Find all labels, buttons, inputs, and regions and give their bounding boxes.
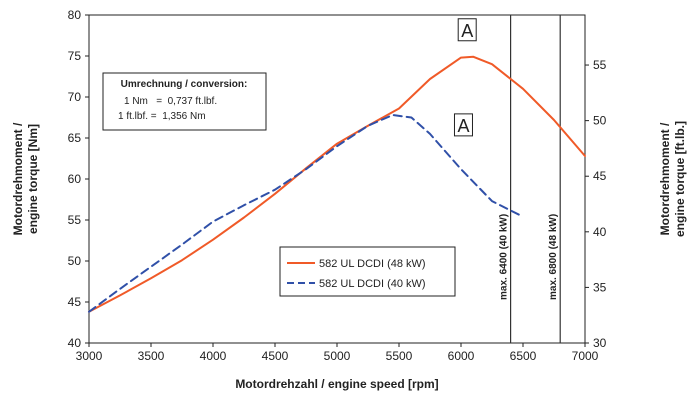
- y-tick-label: 40: [68, 336, 82, 350]
- x-tick-label: 3000: [76, 349, 103, 363]
- y-axis-title-line-1: Motordrehmoment /: [11, 122, 25, 235]
- y-axis-title-line-2: engine torque [Nm]: [26, 124, 40, 234]
- x-tick-label: 5000: [324, 349, 351, 363]
- y-tick-label: 80: [68, 8, 82, 22]
- conversion-title: Umrechnung / conversion:: [121, 79, 248, 90]
- y2-tick-label: 35: [593, 280, 607, 294]
- x-tick-label: 5500: [386, 349, 413, 363]
- y2-tick-label: 45: [593, 169, 607, 183]
- y-tick-label: 60: [68, 172, 82, 186]
- series-lines: [88, 55, 586, 313]
- y2-tick-label: 50: [593, 114, 607, 128]
- y-tick-label: 55: [68, 213, 82, 227]
- y-tick-label: 75: [68, 49, 82, 63]
- legend-label-40kw: 582 UL DCDI (40 kW): [319, 278, 426, 290]
- y2-tick-label: 30: [593, 336, 607, 350]
- y-axis-title: Motordrehmoment / engine torque [Nm]: [11, 122, 40, 235]
- series-line-40kw: [88, 114, 524, 313]
- legend-label-48kw: 582 UL DCDI (48 kW): [319, 258, 426, 270]
- legend: 582 UL DCDI (48 kW) 582 UL DCDI (40 kW): [279, 246, 456, 297]
- x-tick-label: 4000: [200, 349, 227, 363]
- y2-axis-title-line-1: Motordrehmoment /: [658, 122, 672, 235]
- max-speed-label: max. 6400 (40 kW): [499, 214, 510, 300]
- y-tick-label: 45: [68, 295, 82, 309]
- y-axis-ticks: 40 45 50 55 60 65 70 75 80: [68, 8, 89, 350]
- peak-marker-label: A: [461, 21, 473, 41]
- y2-tick-label: 40: [593, 225, 607, 239]
- x-axis-ticks: 3000 3500 4000 4500 5000 5500 6000 6500 7000: [76, 343, 599, 363]
- x-tick-label: 4500: [262, 349, 289, 363]
- peak-marker-label: A: [457, 116, 469, 136]
- peak-markers: AA: [453, 18, 477, 137]
- max-speed-label: max. 6800 (48 kW): [548, 214, 559, 300]
- x-tick-label: 3500: [138, 349, 165, 363]
- x-tick-label: 6500: [510, 349, 537, 363]
- x-tick-label: 6000: [448, 349, 475, 363]
- x-tick-label: 7000: [572, 349, 599, 363]
- y2-tick-label: 55: [593, 58, 607, 72]
- peak-marker-box: [453, 113, 473, 137]
- conversion-line-2: 1 ft.lbf. = 1,356 Nm: [118, 111, 206, 122]
- conversion-line-1: 1 Nm = 0,737 ft.lbf.: [124, 96, 217, 107]
- series-line-48kw: [88, 55, 586, 313]
- y-tick-label: 65: [68, 131, 82, 145]
- conversion-box: Umrechnung / conversion: 1 Nm = 0,737 ft…: [102, 72, 267, 131]
- max-speed-lines: max. 6400 (40 kW) max. 6800 (48 kW): [499, 15, 561, 343]
- peak-marker-box: [457, 18, 477, 42]
- y-tick-label: 70: [68, 90, 82, 104]
- legend-frame: [279, 246, 456, 297]
- conversion-box-frame: [102, 72, 267, 131]
- y2-axis-title: Motordrehmoment / engine torque [ft.lb.]: [658, 121, 687, 237]
- y2-axis-ticks: 30 35 40 45 50 55: [585, 58, 607, 350]
- y-tick-label: 50: [68, 254, 82, 268]
- y2-axis-title-line-2: engine torque [ft.lb.]: [673, 121, 687, 237]
- x-axis-title: Motordrehzahl / engine speed [rpm]: [235, 377, 438, 391]
